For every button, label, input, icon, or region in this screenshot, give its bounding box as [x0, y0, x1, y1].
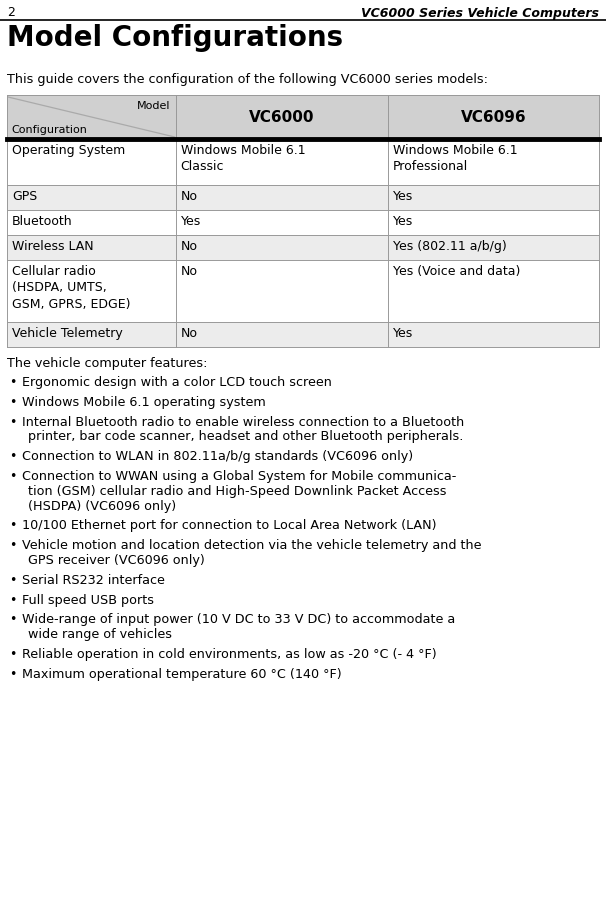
Text: Windows Mobile 6.1 operating system: Windows Mobile 6.1 operating system [22, 396, 266, 409]
Text: Configuration: Configuration [11, 125, 87, 135]
Bar [7, 322, 599, 347]
Bar [7, 260, 599, 322]
Text: (HSDPA) (VC6096 only): (HSDPA) (VC6096 only) [28, 499, 176, 512]
Text: Vehicle Telemetry: Vehicle Telemetry [12, 327, 123, 340]
Text: Bluetooth: Bluetooth [12, 215, 73, 228]
Text: Ergonomic design with a color LCD touch screen: Ergonomic design with a color LCD touch … [22, 376, 332, 389]
Text: •: • [9, 396, 16, 409]
Text: GPS receiver (VC6096 only): GPS receiver (VC6096 only) [28, 554, 205, 567]
Text: •: • [9, 594, 16, 607]
Text: Yes: Yes [393, 327, 413, 340]
Text: •: • [9, 574, 16, 587]
Text: Yes: Yes [393, 215, 413, 228]
Text: Serial RS232 interface: Serial RS232 interface [22, 574, 165, 587]
Text: tion (GSM) cellular radio and High-Speed Downlink Packet Access: tion (GSM) cellular radio and High-Speed… [28, 485, 447, 498]
Text: Yes (802.11 a/b/g): Yes (802.11 a/b/g) [393, 240, 507, 253]
Text: VC6096: VC6096 [461, 109, 526, 125]
Text: Connection to WLAN in 802.11a/b/g standards (VC6096 only): Connection to WLAN in 802.11a/b/g standa… [22, 450, 413, 464]
Text: Maximum operational temperature 60 °C (140 °F): Maximum operational temperature 60 °C (1… [22, 667, 342, 681]
Text: Full speed USB ports: Full speed USB ports [22, 594, 154, 607]
Text: Internal Bluetooth radio to enable wireless connection to a Bluetooth: Internal Bluetooth radio to enable wirel… [22, 416, 464, 429]
Text: No: No [181, 190, 198, 203]
Bar [7, 95, 599, 139]
Text: Model Configurations: Model Configurations [7, 24, 343, 52]
Text: Wide-range of input power (10 V DC to 33 V DC) to accommodate a: Wide-range of input power (10 V DC to 33… [22, 613, 455, 626]
Text: •: • [9, 520, 16, 532]
Text: •: • [9, 613, 16, 626]
Text: No: No [181, 240, 198, 253]
Text: VC6000: VC6000 [249, 109, 315, 125]
Bar [7, 210, 599, 235]
Text: •: • [9, 450, 16, 464]
Text: VC6000 Series Vehicle Computers: VC6000 Series Vehicle Computers [361, 6, 599, 19]
Bar [7, 185, 599, 210]
Text: •: • [9, 416, 16, 429]
Text: Operating System: Operating System [12, 144, 125, 157]
Text: Yes: Yes [393, 190, 413, 203]
Text: 10/100 Ethernet port for connection to Local Area Network (LAN): 10/100 Ethernet port for connection to L… [22, 520, 436, 532]
Text: •: • [9, 376, 16, 389]
Text: The vehicle computer features:: The vehicle computer features: [7, 357, 207, 370]
Bar [7, 139, 599, 185]
Text: Windows Mobile 6.1
Professional: Windows Mobile 6.1 Professional [393, 144, 518, 174]
Text: wide range of vehicles: wide range of vehicles [28, 628, 172, 641]
Text: No: No [181, 265, 198, 278]
Text: printer, bar code scanner, headset and other Bluetooth peripherals.: printer, bar code scanner, headset and o… [28, 431, 464, 443]
Text: Connection to WWAN using a Global System for Mobile communica-: Connection to WWAN using a Global System… [22, 470, 456, 483]
Text: •: • [9, 470, 16, 483]
Text: Wireless LAN: Wireless LAN [12, 240, 93, 253]
Text: Reliable operation in cold environments, as low as -20 °C (- 4 °F): Reliable operation in cold environments,… [22, 648, 437, 661]
Text: Yes (Voice and data): Yes (Voice and data) [393, 265, 520, 278]
Text: Windows Mobile 6.1
Classic: Windows Mobile 6.1 Classic [181, 144, 305, 174]
Text: •: • [9, 648, 16, 661]
Text: •: • [9, 539, 16, 553]
Bar [7, 235, 599, 260]
Text: Yes: Yes [181, 215, 201, 228]
Text: Model: Model [137, 101, 171, 111]
Text: This guide covers the configuration of the following VC6000 series models:: This guide covers the configuration of t… [7, 73, 488, 86]
Text: •: • [9, 667, 16, 681]
Text: No: No [181, 327, 198, 340]
Text: Vehicle motion and location detection via the vehicle telemetry and the: Vehicle motion and location detection vi… [22, 539, 482, 553]
Text: 2: 2 [7, 6, 15, 19]
Text: GPS: GPS [12, 190, 37, 203]
Text: Cellular radio
(HSDPA, UMTS,
GSM, GPRS, EDGE): Cellular radio (HSDPA, UMTS, GSM, GPRS, … [12, 265, 130, 311]
